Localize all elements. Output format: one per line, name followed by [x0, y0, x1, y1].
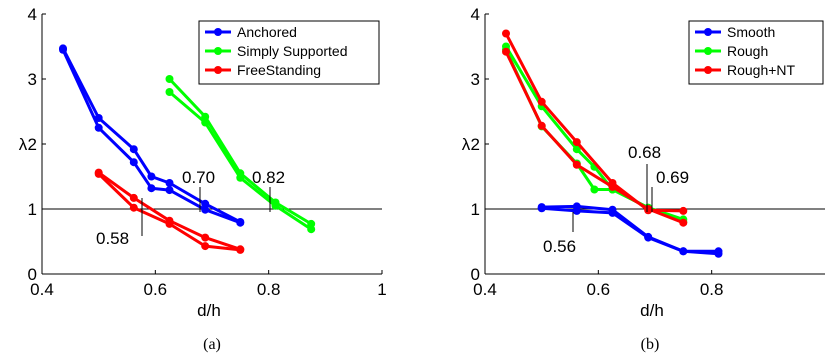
y-tick-label: 4	[28, 5, 37, 24]
legend-label: Smooth	[727, 24, 775, 40]
annotation-label: 0.69	[656, 168, 689, 187]
data-point	[165, 186, 174, 195]
data-point	[307, 225, 316, 234]
data-point	[59, 45, 67, 54]
y-tick-label: 0	[471, 265, 480, 284]
y-tick-label: 1	[28, 200, 37, 219]
legend: Smooth Rough Rough+NT	[688, 20, 824, 85]
data-point	[271, 201, 280, 210]
data-point	[537, 121, 546, 130]
series-line	[504, 50, 685, 225]
data-point	[129, 203, 138, 212]
series-line	[540, 206, 720, 256]
data-point	[644, 205, 653, 213]
data-point	[201, 233, 210, 242]
legend: Anchored Simply Supported FreeStanding	[198, 20, 380, 85]
legend-marker	[704, 66, 712, 74]
data-point	[537, 97, 546, 106]
data-point	[502, 47, 510, 56]
legend-label: Simply Supported	[237, 43, 348, 59]
data-point	[608, 208, 617, 217]
y-tick-label: 3	[28, 70, 37, 89]
panel-b: 0.4 0.6 0.8 0 1 2 3 4 d/h λ 0.68 0.69 0.56 Smooth Roug…	[462, 5, 825, 353]
data-point	[572, 145, 581, 154]
data-point	[201, 242, 210, 251]
data-point	[537, 204, 546, 213]
data-point	[572, 138, 581, 147]
data-point	[201, 205, 210, 214]
y-tick-label: 3	[471, 70, 480, 89]
y-tick-label: 0	[28, 265, 37, 284]
data-point	[714, 249, 723, 258]
data-point	[201, 118, 210, 127]
legend-marker	[214, 66, 222, 74]
data-point	[502, 29, 510, 38]
annotation-label: 0.58	[96, 229, 129, 248]
legend-marker	[704, 47, 712, 55]
data-point	[129, 145, 138, 154]
data-point	[236, 245, 245, 254]
legend-label: Rough+NT	[727, 62, 796, 78]
data-point	[147, 184, 156, 193]
legend-marker	[214, 47, 222, 55]
panel-caption: (a)	[203, 336, 221, 353]
data-point	[165, 219, 174, 228]
series-smooth	[537, 202, 723, 258]
legend-label: Anchored	[237, 24, 297, 40]
x-tick-label: 0.4	[30, 280, 54, 299]
data-point	[679, 206, 688, 215]
x-tick-label: 1	[377, 280, 386, 299]
annotation-label: 0.70	[182, 168, 215, 187]
x-axis-label: d/h	[640, 301, 664, 320]
data-point	[236, 218, 245, 227]
y-tick-label: 2	[28, 135, 37, 154]
x-tick-label: 0.6	[144, 280, 168, 299]
annotation-label: 0.82	[252, 168, 285, 187]
legend-label: Rough	[727, 43, 768, 59]
data-point	[590, 185, 599, 194]
data-point	[94, 169, 103, 178]
x-tick-label: 0.8	[700, 280, 724, 299]
data-point	[201, 112, 210, 121]
data-point	[236, 173, 245, 182]
data-point	[165, 75, 174, 83]
data-point	[679, 247, 688, 256]
data-point	[129, 193, 138, 202]
legend-marker	[704, 28, 712, 36]
data-point	[572, 206, 581, 215]
data-point	[679, 218, 688, 227]
y-tick-label: 1	[471, 200, 480, 219]
data-point	[572, 160, 581, 169]
data-point	[165, 179, 174, 187]
y-axis-label: λ	[19, 135, 28, 154]
data-point	[129, 158, 138, 167]
legend-label: FreeStanding	[237, 62, 321, 78]
data-point	[201, 199, 210, 208]
series-anchored	[59, 44, 245, 227]
panel-a: 0.4 0.6 0.8 1 0 1 2 3 4 d/h λ 0.70 0.82 0.58 Anchored S…	[19, 5, 387, 353]
panel-caption: (b)	[641, 336, 660, 353]
x-tick-label: 0.6	[587, 280, 611, 299]
annotation-label: 0.56	[543, 237, 576, 256]
data-point	[147, 172, 156, 181]
series-freestanding	[94, 168, 245, 254]
annotation-label: 0.68	[628, 143, 661, 162]
data-point	[94, 123, 103, 132]
x-axis-label: d/h	[197, 301, 221, 320]
y-tick-label: 4	[471, 5, 480, 24]
series-rough-nt	[502, 29, 688, 227]
data-point	[608, 182, 617, 191]
y-axis-label: λ	[462, 135, 471, 154]
legend-marker	[214, 28, 222, 36]
data-point	[644, 233, 653, 242]
x-tick-label: 0.4	[473, 280, 497, 299]
y-tick-label: 2	[471, 135, 480, 154]
x-tick-label: 0.8	[257, 280, 281, 299]
data-point	[165, 88, 174, 96]
series-simply-supported	[165, 75, 316, 234]
